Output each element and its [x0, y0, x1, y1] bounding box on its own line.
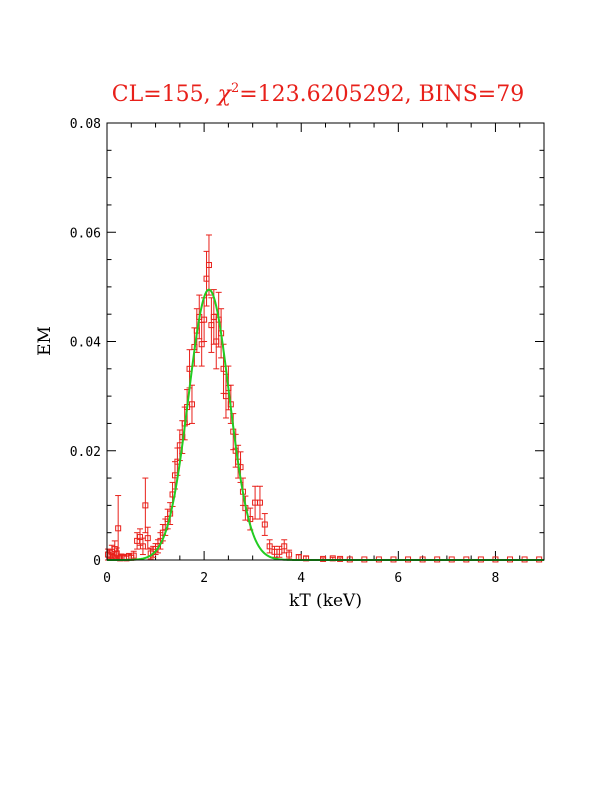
- data-marker: [115, 525, 122, 532]
- data-marker: [201, 316, 208, 323]
- data-marker: [256, 499, 263, 506]
- x-tick-label: 6: [394, 571, 402, 586]
- data-marker: [137, 534, 144, 541]
- model-curve: [107, 288, 544, 561]
- y-tick-label: 0.08: [70, 117, 101, 132]
- chart-title: CL=155, χ2=123.6205292, BINS=79: [112, 81, 524, 107]
- data-point: [144, 526, 151, 550]
- data-marker: [111, 546, 118, 553]
- data-marker: [113, 550, 120, 557]
- data-point: [111, 540, 118, 558]
- x-axis-label: kT (keV): [289, 591, 362, 611]
- data-marker: [261, 521, 268, 528]
- data-marker: [276, 548, 283, 555]
- data-point: [281, 539, 288, 554]
- data-point: [276, 545, 283, 558]
- data-marker: [337, 555, 344, 562]
- data-marker: [130, 552, 137, 559]
- data-marker: [142, 502, 149, 509]
- data-marker: [286, 551, 293, 558]
- data-point: [256, 485, 263, 520]
- data-point: [266, 539, 273, 554]
- y-tick-label: 0.04: [70, 336, 101, 351]
- chart-title-superscript: 2: [231, 81, 239, 96]
- plot-frame: [106, 122, 545, 561]
- data-point: [188, 384, 195, 424]
- data-marker: [281, 543, 288, 550]
- tick-labels: 0 2 4 6 8 0 0.02 0.04 0.06 0.08: [70, 117, 500, 586]
- data-marker: [144, 535, 151, 542]
- data-point: [286, 549, 293, 560]
- data-marker: [205, 262, 212, 269]
- data-marker: [139, 543, 146, 550]
- chart-title-prefix: CL=155,: [112, 82, 218, 107]
- chart-title-rest: =123.6205292, BINS=79: [239, 82, 524, 107]
- y-tick-label: 0.06: [70, 226, 101, 241]
- y-axis-label: EM: [35, 326, 55, 356]
- y-tick-label: 0.02: [70, 445, 101, 460]
- data-point: [115, 495, 122, 561]
- x-tick-label: 2: [200, 571, 208, 586]
- x-tick-label: 8: [492, 571, 500, 586]
- data-point: [261, 513, 268, 536]
- data-point: [205, 234, 212, 296]
- data-marker: [188, 401, 195, 408]
- x-tick-label: 4: [297, 571, 305, 586]
- data-point: [208, 297, 215, 353]
- data-point: [137, 528, 144, 546]
- data-point: [142, 477, 149, 534]
- y-tick-label: 0: [93, 554, 101, 569]
- x-tick-label: 0: [103, 571, 111, 586]
- chart-title-chi: χ: [216, 82, 233, 107]
- data-marker: [320, 555, 327, 562]
